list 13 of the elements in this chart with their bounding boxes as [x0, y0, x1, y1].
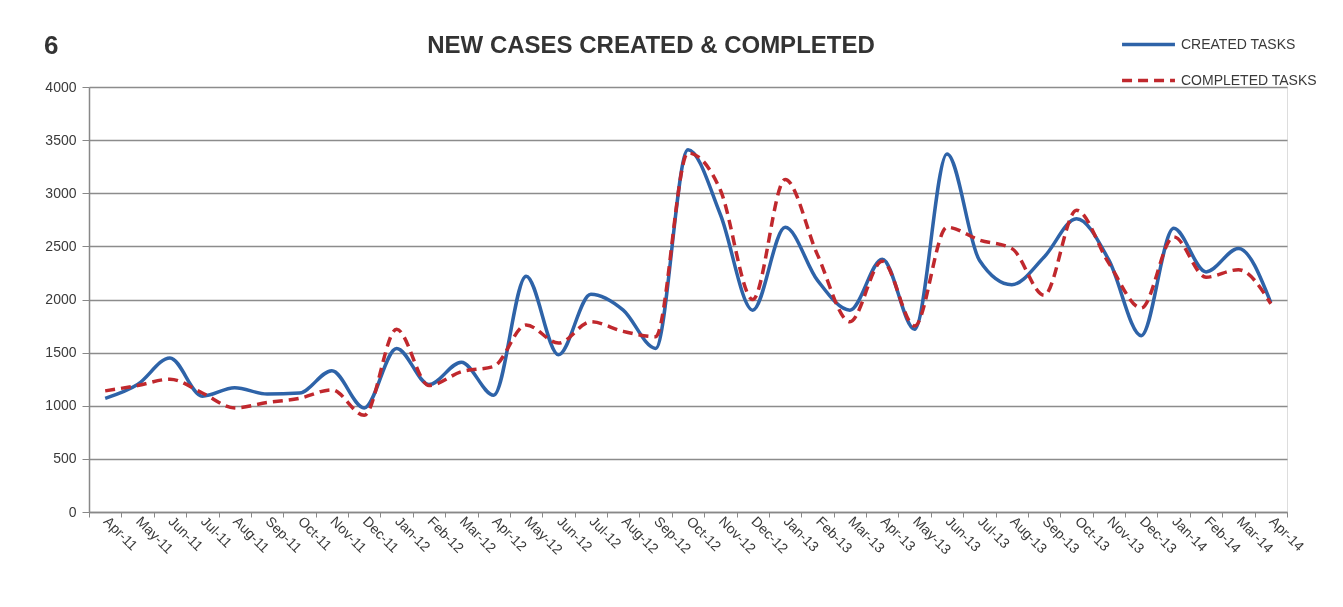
y-tick-label: 4000 [45, 78, 77, 95]
y-tick-label: 0 [68, 503, 77, 520]
y-tick-label: 2000 [45, 291, 77, 307]
y-tick-label: 3000 [45, 184, 77, 201]
legend-label: COMPLETED TASKS [1181, 71, 1317, 88]
text: 6 [44, 30, 59, 60]
y-tick-label: 1500 [45, 344, 77, 361]
y-tick-label: 1000 [45, 397, 77, 414]
y-tick-label: 500 [53, 450, 77, 467]
chart-title: NEW CASES CREATED & COMPLETED [427, 31, 875, 58]
y-tick-label: 2500 [45, 237, 77, 254]
y-tick-label: 3500 [45, 131, 77, 148]
legend-label: CREATED TASKS [1181, 35, 1296, 52]
